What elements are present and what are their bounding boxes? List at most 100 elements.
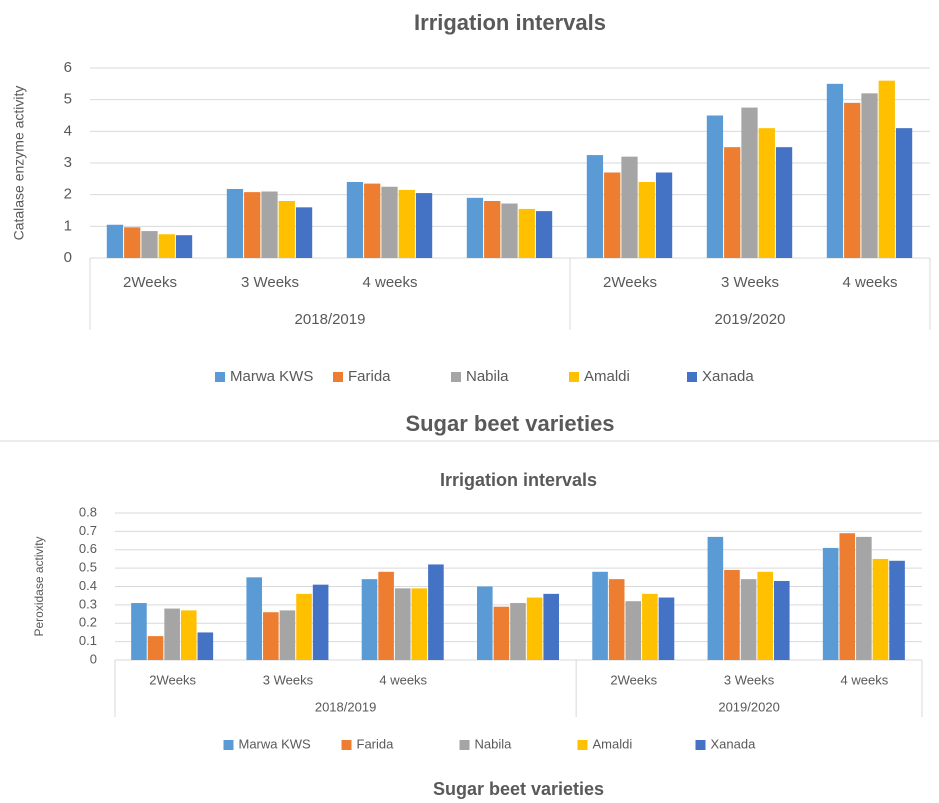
y-tick-label: 0.2 bbox=[79, 615, 97, 630]
bar bbox=[638, 182, 655, 258]
legend-label: Amaldi bbox=[584, 368, 630, 385]
bar bbox=[312, 584, 329, 660]
bar bbox=[586, 155, 604, 258]
x-tick-label: 3 Weeks bbox=[241, 274, 299, 291]
bar bbox=[364, 183, 381, 258]
bar bbox=[895, 128, 913, 258]
bar bbox=[411, 588, 428, 660]
bar bbox=[878, 80, 895, 259]
x-tick-label: 2Weeks bbox=[603, 274, 657, 291]
bar bbox=[493, 606, 510, 660]
bar bbox=[415, 193, 433, 258]
group-label: 2019/2020 bbox=[715, 311, 786, 328]
bar bbox=[706, 115, 724, 258]
chart-title: Irrigation intervals bbox=[414, 10, 606, 35]
bar bbox=[484, 201, 501, 258]
x-tick-label: 4 weeks bbox=[842, 274, 897, 291]
y-tick-label: 0 bbox=[64, 249, 72, 266]
x-tick-label: 2Weeks bbox=[123, 274, 177, 291]
bar bbox=[740, 579, 757, 660]
y-tick-label: 2 bbox=[64, 186, 72, 203]
legend-label: Marwa KWS bbox=[239, 736, 312, 751]
bar bbox=[261, 191, 278, 258]
y-tick-label: 5 bbox=[64, 91, 72, 108]
bar bbox=[428, 564, 444, 660]
bar bbox=[131, 603, 147, 660]
legend-swatch bbox=[695, 740, 706, 750]
bar bbox=[535, 211, 553, 258]
bar bbox=[361, 579, 378, 660]
legend-swatch bbox=[577, 740, 588, 750]
x-tick-label: 3 Weeks bbox=[721, 274, 779, 291]
legend-swatch bbox=[341, 740, 352, 750]
bar bbox=[773, 580, 790, 660]
x-tick-label: 3 Weeks bbox=[724, 672, 775, 687]
bar bbox=[856, 536, 872, 660]
bar bbox=[621, 156, 638, 258]
legend-label: Nabila bbox=[466, 368, 509, 385]
x-tick-label: 3 Weeks bbox=[263, 672, 314, 687]
bar bbox=[501, 203, 518, 258]
bar bbox=[608, 579, 625, 660]
legend-label: Farida bbox=[348, 368, 391, 385]
bar bbox=[655, 172, 673, 258]
y-tick-label: 0.6 bbox=[79, 541, 97, 556]
bar bbox=[124, 227, 141, 258]
y-tick-label: 0.3 bbox=[79, 596, 97, 611]
y-tick-label: 0.4 bbox=[79, 578, 97, 593]
bar bbox=[296, 593, 312, 660]
y-tick-label: 3 bbox=[64, 154, 72, 171]
bar bbox=[839, 533, 856, 660]
bar bbox=[346, 182, 364, 258]
bar bbox=[625, 601, 642, 660]
legend-label: Farida bbox=[357, 736, 395, 751]
bar bbox=[510, 603, 526, 660]
legend-swatch bbox=[333, 372, 343, 382]
bar bbox=[775, 147, 793, 258]
x-tick-label: 2Weeks bbox=[610, 672, 657, 687]
bar bbox=[604, 172, 621, 258]
group-label: 2018/2019 bbox=[315, 699, 376, 714]
bar bbox=[741, 107, 758, 258]
bar bbox=[158, 234, 175, 258]
y-tick-label: 0.7 bbox=[79, 523, 97, 538]
bar bbox=[592, 571, 608, 660]
bar bbox=[724, 147, 741, 258]
legend-swatch bbox=[451, 372, 461, 382]
legend-swatch bbox=[215, 372, 225, 382]
y-axis-title: Catalase enzyme activity bbox=[11, 86, 27, 241]
legend-label: Xanada bbox=[702, 368, 754, 385]
bar bbox=[822, 547, 839, 660]
bar bbox=[244, 192, 261, 258]
legend-swatch bbox=[569, 372, 579, 382]
legend-swatch bbox=[459, 740, 470, 750]
x-tick-label: 4 weeks bbox=[362, 274, 417, 291]
y-tick-label: 4 bbox=[64, 122, 72, 139]
bar bbox=[658, 597, 675, 660]
bar bbox=[757, 571, 773, 660]
bar bbox=[295, 207, 313, 258]
legend-label: Nabila bbox=[475, 736, 513, 751]
legend-label: Marwa KWS bbox=[230, 368, 313, 385]
group-label: 2019/2020 bbox=[718, 699, 779, 714]
y-tick-label: 0.1 bbox=[79, 633, 97, 648]
bar bbox=[476, 586, 493, 660]
bar bbox=[707, 536, 724, 660]
x-axis-title: Sugar beet varieties bbox=[405, 411, 614, 436]
x-tick-label: 4 weeks bbox=[379, 672, 427, 687]
bar bbox=[844, 102, 861, 258]
bar bbox=[378, 571, 394, 660]
y-axis-title: Peroxidase activity bbox=[32, 536, 46, 636]
x-axis-title: Sugar beet varieties bbox=[433, 779, 604, 799]
bar bbox=[518, 208, 535, 258]
bar bbox=[164, 608, 180, 660]
bar bbox=[398, 189, 415, 258]
bar bbox=[889, 560, 905, 660]
bar bbox=[226, 188, 244, 258]
x-tick-label: 2Weeks bbox=[149, 672, 196, 687]
y-tick-label: 6 bbox=[64, 59, 72, 76]
bar bbox=[394, 588, 411, 660]
bar bbox=[724, 569, 740, 660]
bar bbox=[642, 593, 658, 660]
